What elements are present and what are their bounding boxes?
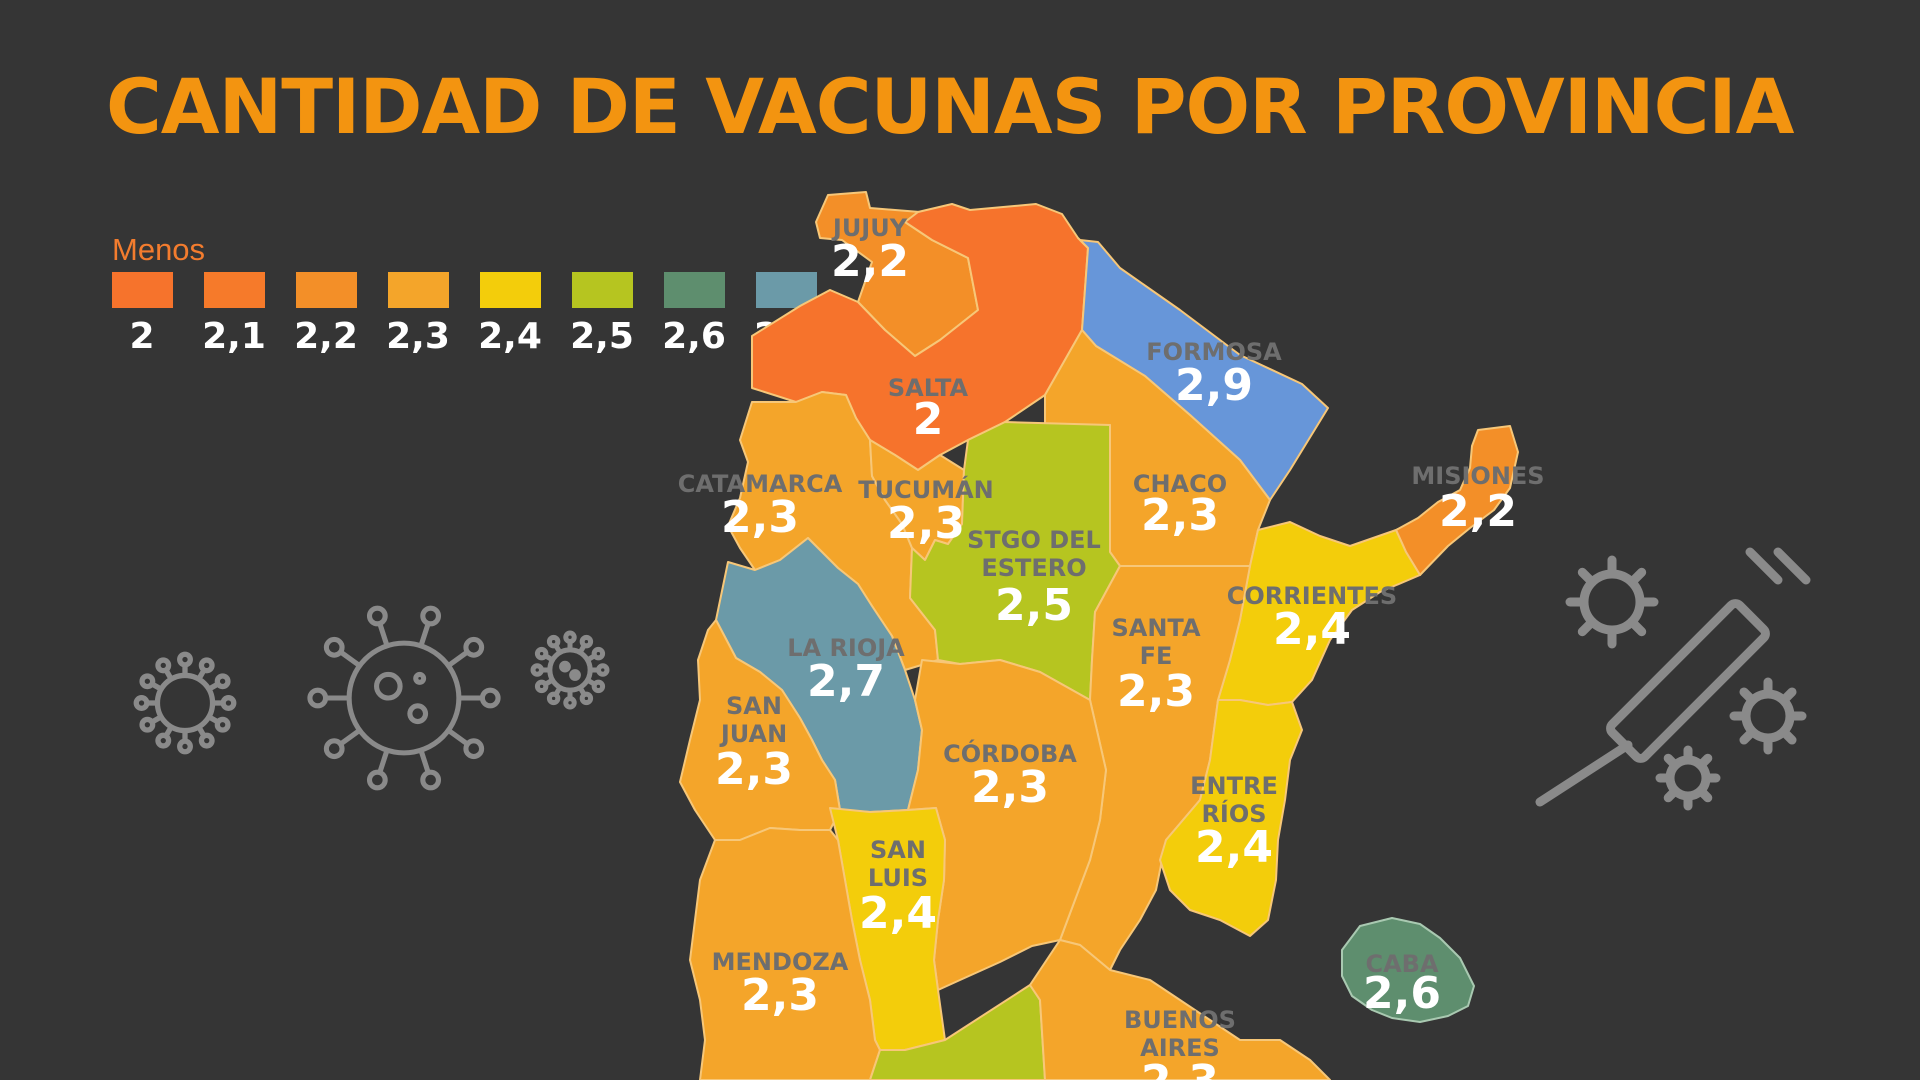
syringe-icon (1535, 547, 1811, 811)
virus-icon (133, 651, 237, 755)
province-value: 2,9 (1175, 360, 1253, 411)
province-name: CORRIENTES (1227, 582, 1397, 610)
legend-value: 2,5 (570, 316, 634, 357)
legend-swatch (480, 272, 541, 308)
province-mendoza (689, 827, 881, 1080)
province-name: MENDOZA (712, 948, 849, 976)
province-value: 2,3 (741, 970, 819, 1021)
province-name: CHACO (1133, 470, 1227, 498)
province-value: 2,5 (995, 580, 1073, 631)
province-value: 2,6 (1363, 968, 1441, 1019)
province-value: 2,7 (807, 656, 885, 707)
province-name: ESTERO (981, 554, 1086, 582)
province-buenosaires (1029, 939, 1331, 1080)
province-value: 2,2 (1439, 486, 1517, 537)
province-value: 2,3 (1117, 666, 1195, 717)
virus-icon (307, 605, 501, 791)
province-name: FE (1140, 642, 1173, 670)
province-value: 2,3 (1141, 1056, 1219, 1080)
legend-swatch (572, 272, 633, 308)
province-name: MISIONES (1411, 462, 1544, 490)
legend-value: 2,3 (386, 316, 450, 357)
province-name: TUCUMÁN (858, 475, 994, 504)
province-name: STGO DEL (967, 526, 1101, 554)
province-name: BUENOS (1124, 1006, 1236, 1034)
legend-swatch (296, 272, 357, 308)
province-value: 2 (913, 394, 944, 445)
province-value: 2,3 (715, 744, 793, 795)
province-caba (1341, 917, 1475, 1023)
province-value: 2,3 (887, 498, 965, 549)
legend-value: 2 (129, 316, 155, 357)
legend-swatch (388, 272, 449, 308)
province-name: SANTA (1111, 614, 1200, 642)
province-name: JUAN (719, 720, 787, 748)
province-entrerios (1159, 699, 1303, 937)
province-name: FORMOSA (1146, 338, 1282, 366)
province-name: SAN (726, 692, 782, 720)
province-value: 2,3 (721, 492, 799, 543)
province-value: 2,3 (971, 762, 1049, 813)
province-value: 2,4 (1195, 822, 1273, 873)
virus-icon (530, 630, 610, 710)
province-value: 2,4 (1273, 604, 1351, 655)
legend-value: 2,6 (662, 316, 726, 357)
legend-swatch (664, 272, 725, 308)
province-name: SALTA (888, 374, 969, 402)
province-value: 2,4 (859, 888, 937, 939)
legend-value: 2,1 (202, 316, 266, 357)
province-name: RÍOS (1201, 799, 1266, 828)
province-name: SAN (870, 836, 926, 864)
legend-value: 2,4 (478, 316, 542, 357)
province-name: ENTRE (1190, 772, 1278, 800)
legend-value: 2,2 (294, 316, 358, 357)
map-title: CANTIDAD DE VACUNAS POR PROVINCIA (106, 62, 1794, 151)
province-name: CABA (1365, 950, 1438, 978)
province-name: LA RIOJA (787, 634, 905, 662)
legend-swatch (204, 272, 265, 308)
province-name: JUJUY (831, 214, 908, 242)
province-name: CÓRDOBA (943, 738, 1077, 768)
legend-caption: Menos (112, 232, 206, 267)
legend-swatch (112, 272, 173, 308)
province-cordoba (907, 659, 1107, 991)
province-name: CATAMARCA (678, 470, 843, 498)
province-name: AIRES (1140, 1034, 1220, 1062)
province-value: 2,2 (831, 236, 909, 287)
province-value: 2,3 (1141, 490, 1219, 541)
province-name: LUIS (868, 864, 928, 892)
